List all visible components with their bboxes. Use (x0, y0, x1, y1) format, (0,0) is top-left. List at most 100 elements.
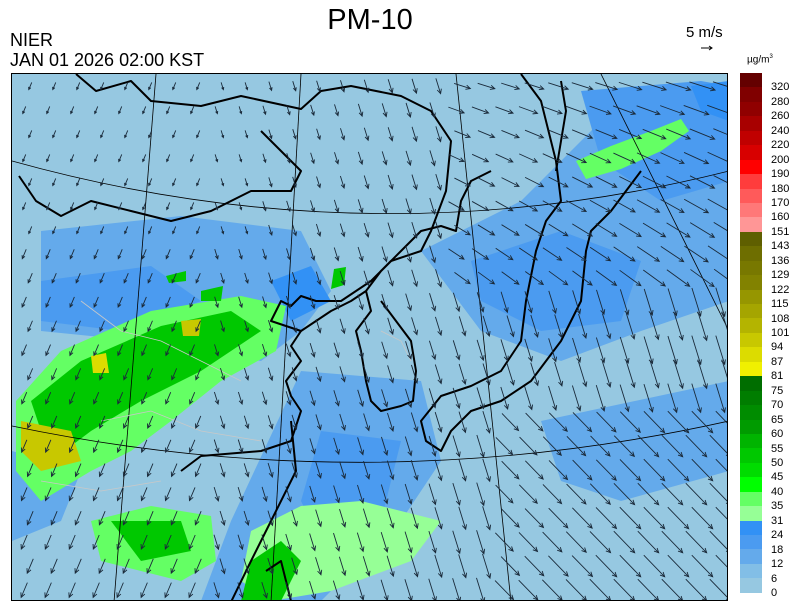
wind-arrow (454, 224, 471, 236)
wind-arrow (452, 578, 462, 600)
wind-arrow (476, 482, 485, 507)
wind-arrow (244, 82, 249, 91)
wind-arrow (51, 415, 58, 429)
wind-arrow (315, 461, 322, 479)
legend-swatch (740, 188, 762, 203)
wind-arrow (501, 224, 520, 236)
wind-arrow (411, 364, 419, 385)
legend-swatch (740, 563, 762, 579)
wind-arrow (123, 415, 130, 429)
wind-arrow (195, 368, 202, 381)
wind-arrow (380, 531, 389, 553)
wind-arrow (220, 226, 225, 235)
wind-arrow (548, 176, 569, 188)
wind-arrow (548, 412, 568, 432)
wind-arrow (52, 178, 57, 187)
wind-arrow (642, 175, 667, 189)
wind-arrow (214, 344, 220, 357)
wind-arrow (595, 270, 618, 287)
legend-swatch (740, 260, 762, 276)
wind-arrow (495, 484, 514, 504)
wind-arrow (76, 178, 81, 187)
wind-arrow (572, 290, 582, 315)
wind-arrow (494, 580, 515, 600)
wind-arrow (381, 198, 388, 215)
wind-arrow (548, 338, 558, 363)
wind-arrow (495, 106, 515, 115)
wind-arrow (715, 383, 726, 414)
wind-arrow (171, 368, 178, 381)
wind-arrow (285, 438, 292, 455)
wind-arrow (140, 534, 148, 550)
wind-arrow (69, 249, 75, 260)
pm10-map[interactable] (11, 73, 728, 601)
wind-arrow (26, 511, 34, 526)
wind-arrow (565, 579, 587, 600)
graticule (12, 74, 727, 600)
wind-arrow (501, 508, 520, 528)
wind-arrow (261, 486, 268, 503)
wind-arrow (237, 439, 244, 454)
wind-arrow (285, 391, 292, 406)
concentration-24-31 (271, 81, 727, 321)
wind-arrow (28, 82, 33, 91)
wind-arrow (76, 130, 81, 139)
wind-arrow (387, 174, 394, 190)
wind-arrow (194, 463, 202, 478)
wind-arrow (244, 272, 249, 285)
wind-arrow (721, 311, 727, 338)
wind-arrow (572, 412, 593, 433)
wind-arrow (357, 199, 364, 214)
legend-label: 81 (771, 370, 784, 383)
wind-arrow (285, 486, 292, 503)
wind-arrow (219, 558, 226, 575)
datetime-label: JAN 01 2026 02:00 KST (10, 50, 205, 70)
wind-arrow (315, 414, 322, 431)
wind-arrow (713, 175, 727, 183)
wind-arrow (428, 388, 437, 409)
legend-swatch (740, 275, 762, 290)
wind-arrow (76, 226, 81, 235)
wind-arrow (52, 82, 57, 91)
wind-arrow (636, 199, 661, 213)
wind-arrow (195, 320, 201, 333)
legend-label: 35 (771, 500, 784, 513)
wind-arrow (619, 336, 630, 364)
wind-arrow (589, 199, 612, 213)
wind-arrow (310, 152, 315, 165)
wind-arrow (268, 224, 273, 236)
wind-arrow (362, 556, 371, 577)
wind-arrow (68, 534, 76, 550)
wind-arrow (405, 245, 412, 263)
wind-arrow (501, 177, 520, 187)
wind-arrow (428, 531, 437, 554)
wind-arrow (333, 342, 340, 359)
wind-arrow (172, 226, 177, 235)
legend-label: 143 (771, 240, 790, 253)
wind-arrow (332, 580, 341, 600)
wind-arrow (642, 269, 667, 287)
wind-arrow (22, 106, 27, 115)
wind-arrow (519, 153, 539, 163)
wind-arrow (339, 223, 346, 238)
wind-arrow (713, 221, 727, 231)
wind-arrow (685, 530, 708, 554)
wind-arrow (435, 78, 442, 95)
wind-arrow (100, 130, 105, 139)
wind-arrow (171, 272, 177, 284)
wind-arrow (596, 411, 617, 433)
legend-swatch (740, 231, 762, 247)
legend-label: 170 (771, 197, 790, 209)
wind-arrow (333, 532, 341, 552)
wind-arrow (267, 367, 274, 382)
legend-label: 70 (771, 399, 784, 412)
wind-arrow (578, 313, 588, 339)
wind-arrow (214, 202, 219, 211)
legend-swatch (740, 289, 762, 304)
wind-arrow (122, 511, 130, 526)
wind-arrow (637, 578, 659, 600)
wind-arrow (285, 295, 292, 309)
wind-arrow (100, 82, 105, 91)
legend-label: 240 (771, 124, 790, 137)
wind-arrow (92, 439, 100, 454)
